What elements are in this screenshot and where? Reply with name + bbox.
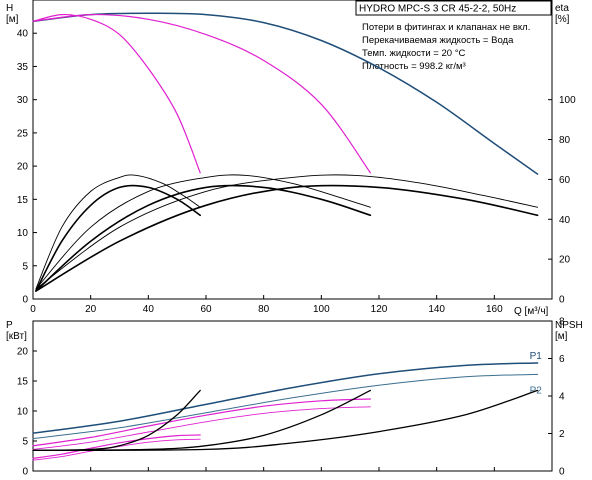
- y2-tick-label: 4: [559, 392, 565, 403]
- y2-tick-label: 40: [559, 215, 571, 226]
- y2-tick-label: 0: [559, 295, 565, 306]
- info-title: HYDRO MPC-S 3 CR 45-2-2, 50Hz: [359, 4, 516, 15]
- y-tick-label: 25: [17, 128, 29, 139]
- info-line-4: Плотность = 998.2 кг/м³: [362, 61, 466, 72]
- series-p2: [32, 373, 539, 440]
- x-tick-label: 20: [85, 304, 97, 315]
- series-p1: [32, 362, 539, 434]
- y-axis-title-h: H [м]: [6, 3, 19, 25]
- y-tick-label: 20: [17, 347, 29, 358]
- x-tick-label: 160: [486, 304, 503, 315]
- series-line: [32, 406, 371, 450]
- series-line: [32, 389, 539, 452]
- x-tick-label: 120: [371, 304, 388, 315]
- y-tick-label: 20: [17, 162, 29, 173]
- info-line-2: Перекачиваемая жидкость = Вода: [362, 35, 514, 46]
- y-tick-label: 30: [17, 95, 29, 106]
- x-tick-label: 40: [143, 304, 155, 315]
- series-line: [35, 184, 539, 292]
- series-line: [32, 398, 371, 447]
- x-tick-label: 80: [258, 304, 270, 315]
- y-tick-label: 5: [22, 437, 28, 448]
- info-line-3: Темп. жидкости = 20 °C: [362, 48, 465, 59]
- y2-tick-label: 2: [559, 429, 565, 440]
- series-line: [35, 184, 372, 292]
- y-tick-label: 5: [22, 261, 28, 272]
- series-label-p1: P1: [530, 351, 543, 362]
- info-box: HYDRO MPC-S 3 CR 45-2-2, 50Hz Потери в ф…: [355, 0, 552, 72]
- x-axis-title-q: Q [м³/ч]: [514, 306, 549, 317]
- y2-tick-label: 8: [559, 317, 565, 328]
- series-line: [35, 184, 201, 292]
- x-tick-label: 140: [428, 304, 445, 315]
- y-tick-label: 0: [22, 467, 28, 478]
- series-line: [35, 174, 201, 290]
- y2-tick-label: 100: [559, 95, 576, 106]
- y-tick-label: 15: [17, 195, 29, 206]
- y2-tick-label: 6: [559, 354, 565, 365]
- top-chart-titles: H [м] eta [%] Q [м³/ч]: [6, 3, 570, 317]
- y2-tick-label: 80: [559, 135, 571, 146]
- y-tick-label: 10: [17, 407, 29, 418]
- x-tick-label: 0: [30, 304, 36, 315]
- info-line-1: Потери в фитингах и клапанах не вкл.: [362, 22, 530, 33]
- y-axis-title-p: P [кВт]: [6, 320, 27, 342]
- bottom-chart-titles: P [кВт] NPSH [м]: [6, 320, 583, 342]
- y-tick-label: 15: [17, 377, 29, 388]
- plot-frame: [32, 320, 553, 472]
- series-line: [32, 434, 201, 459]
- y2-tick-label: 0: [559, 467, 565, 478]
- x-tick-label: 60: [200, 304, 212, 315]
- series-line: [32, 389, 372, 452]
- y-tick-label: 40: [17, 29, 29, 40]
- plot-frame: [32, 0, 553, 300]
- x-tick-label: 100: [313, 304, 330, 315]
- y-tick-label: 35: [17, 62, 29, 73]
- y2-tick-label: 60: [559, 175, 571, 186]
- y2-tick-label: 20: [559, 255, 571, 266]
- y2-axis-title-npsh: NPSH [м]: [555, 320, 583, 342]
- info-title-box: [355, 0, 552, 16]
- series-line: [32, 13, 371, 174]
- series-line: [35, 174, 371, 290]
- series-line: [35, 174, 539, 290]
- head-efficiency-chart: 0 20 40 60 80 100 120 140 160 0 5 10 15 20 25 30 35 40 0 20…: [17, 0, 576, 315]
- series-line: [32, 12, 539, 175]
- series-line: [32, 13, 201, 174]
- y-tick-label: 10: [17, 228, 29, 239]
- series-line: [32, 438, 201, 461]
- y-tick-label: 0: [22, 295, 28, 306]
- y2-axis-title-eta: eta [%]: [555, 3, 570, 25]
